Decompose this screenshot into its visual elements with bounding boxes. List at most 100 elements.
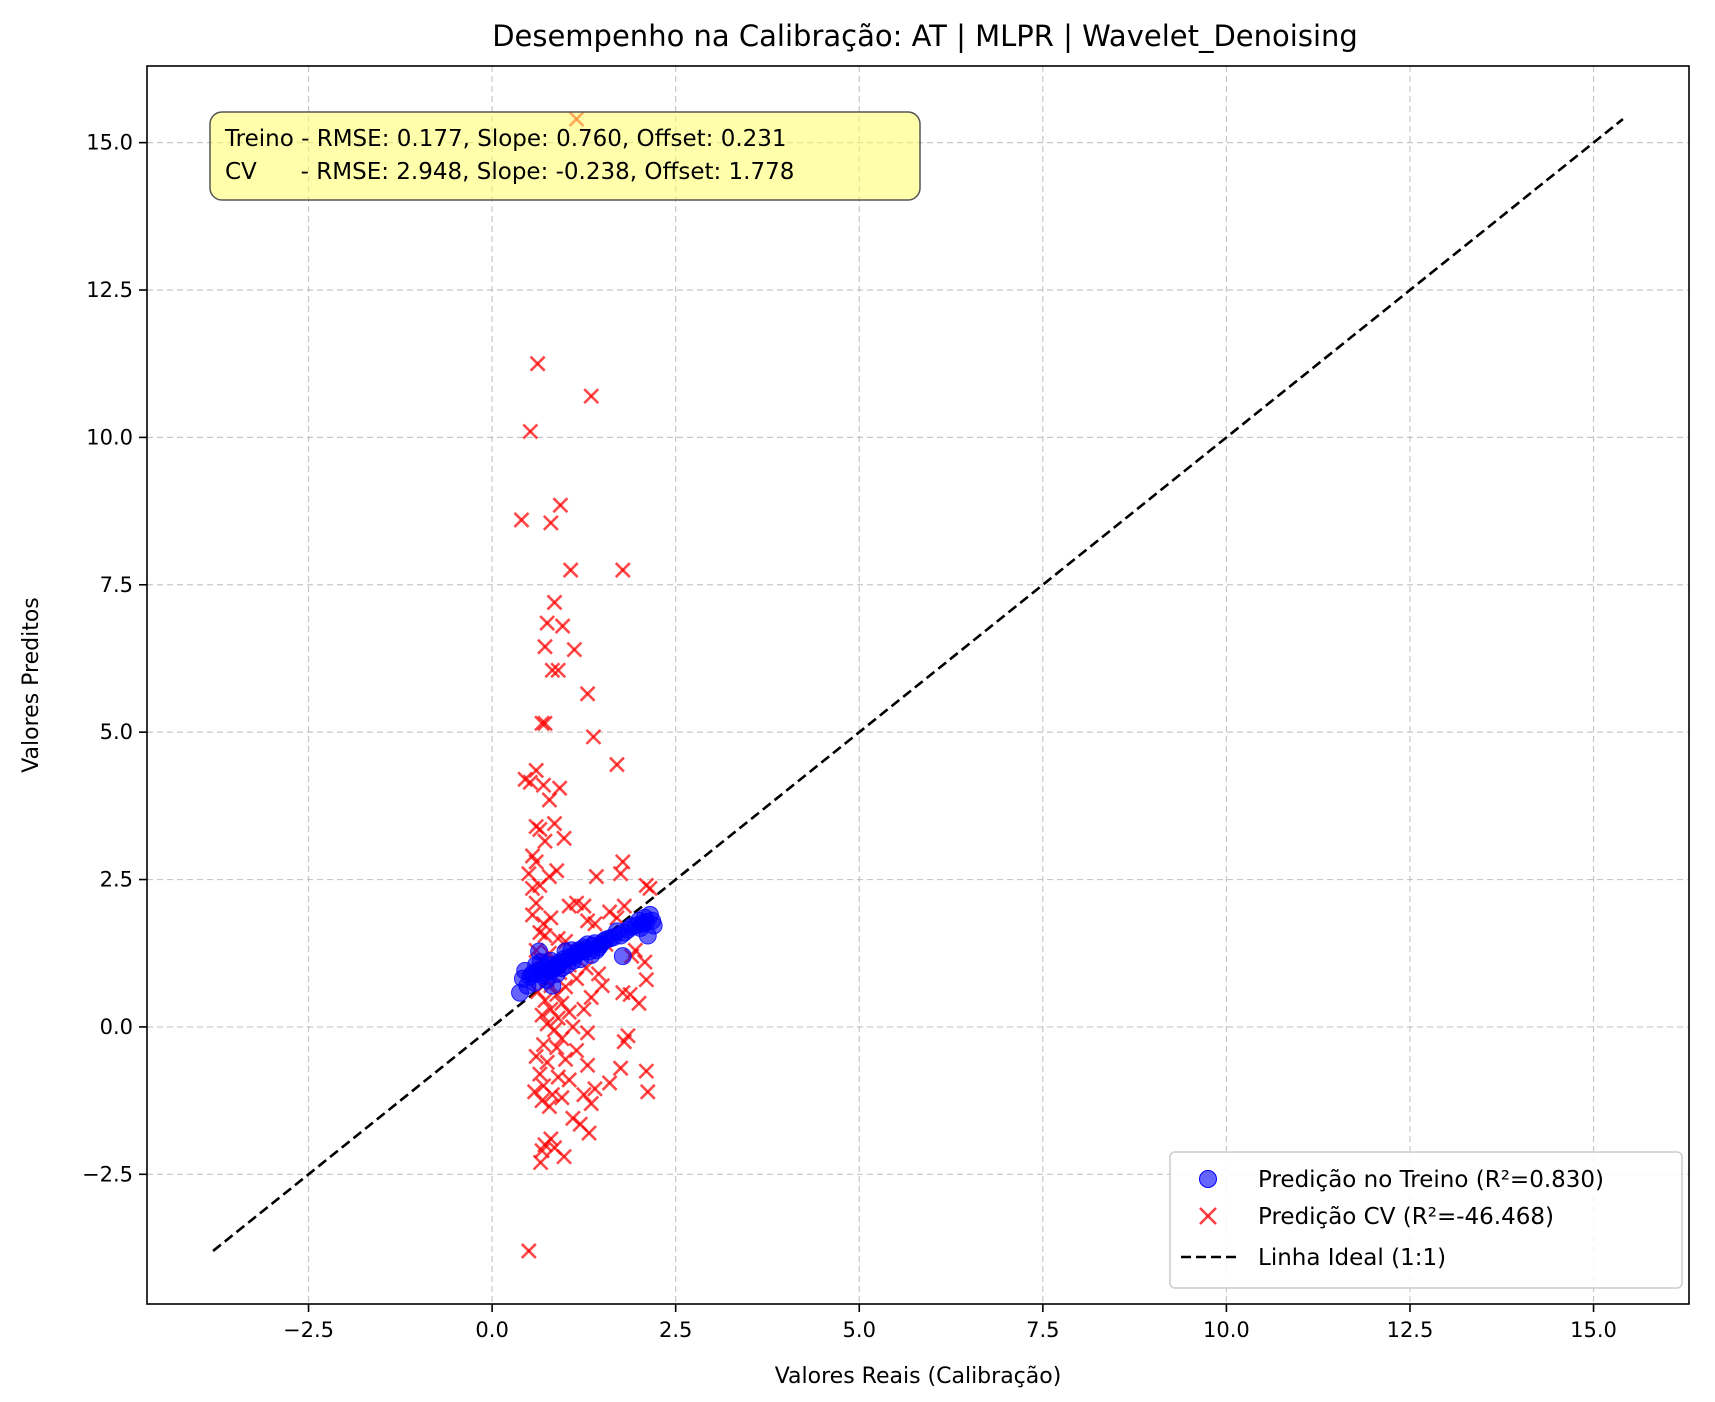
- cv-point: [583, 989, 600, 1006]
- cv-point: [588, 868, 605, 885]
- cv-point-stroke: [534, 1142, 550, 1159]
- cv-point-stroke: [546, 594, 563, 611]
- cv-point-stroke: [612, 1060, 629, 1077]
- cv-point: [513, 512, 530, 528]
- x-tick-label: 5.0: [843, 1318, 876, 1342]
- cv-point-stroke: [609, 756, 625, 773]
- x-tick-label: 10.0: [1203, 1318, 1250, 1342]
- stats-line-cv: CV - RMSE: 2.948, Slope: -0.238, Offset:…: [225, 159, 794, 185]
- cv-point-stroke: [583, 989, 600, 1006]
- cv-point-stroke: [561, 1004, 578, 1021]
- y-tick-label: 7.5: [100, 573, 133, 597]
- cv-point-stroke: [513, 512, 530, 528]
- cv-point: [553, 1089, 570, 1106]
- cv-point: [583, 388, 600, 405]
- cv-point-stroke: [553, 1089, 570, 1106]
- cv-point-stroke: [556, 830, 572, 847]
- cv-point-stroke: [583, 388, 600, 405]
- cv-point-stroke: [553, 1030, 570, 1047]
- cv-point-stroke: [579, 912, 596, 929]
- cv-point: [535, 777, 552, 794]
- cv-point-stroke: [581, 1125, 597, 1141]
- cv-point-stroke: [531, 924, 548, 941]
- cv-point-stroke: [554, 618, 571, 634]
- cv-point-stroke: [639, 1083, 656, 1100]
- cv-point: [522, 774, 539, 791]
- cv-point: [614, 562, 631, 578]
- cv-point: [522, 423, 539, 440]
- cv-point: [566, 641, 583, 658]
- cv-point-stroke: [586, 1080, 603, 1097]
- cv-point-stroke: [579, 1024, 596, 1041]
- x-tick-label: −2.5: [283, 1318, 334, 1342]
- cv-point: [638, 1063, 655, 1080]
- x-tick-label: 15.0: [1570, 1318, 1617, 1342]
- cv-point: [524, 880, 541, 897]
- legend-train-label: Predição no Treino (R²=0.830): [1258, 1167, 1604, 1193]
- cv-point-stroke: [568, 970, 585, 987]
- cv-point: [579, 685, 596, 702]
- cv-point: [528, 1048, 545, 1065]
- cv-point-stroke: [548, 986, 565, 1003]
- cv-point-stroke: [585, 728, 602, 745]
- cv-point: [616, 1033, 633, 1050]
- cv-point-stroke: [548, 1039, 565, 1056]
- cv-point: [537, 715, 553, 732]
- cv-point: [612, 1060, 629, 1077]
- y-tick-label: 12.5: [86, 278, 133, 302]
- cv-point-stroke: [522, 423, 539, 440]
- cv-point-stroke: [517, 771, 534, 788]
- cv-point: [639, 1083, 656, 1100]
- cv-point: [524, 906, 541, 923]
- cv-point-stroke: [550, 662, 567, 679]
- y-tick-label: 15.0: [86, 131, 133, 155]
- cv-point: [568, 1042, 585, 1059]
- cv-point-stroke: [579, 685, 596, 702]
- cv-point: [532, 1154, 549, 1171]
- cv-point-stroke: [590, 965, 607, 982]
- cv-point: [542, 909, 559, 926]
- cv-point-stroke: [541, 1098, 558, 1115]
- chart-title: Desempenho na Calibração: AT | MLPR | Wa…: [492, 19, 1358, 53]
- cv-point-stroke: [534, 1007, 550, 1024]
- cv-point: [556, 1148, 572, 1165]
- cv-point-stroke: [586, 915, 603, 932]
- cv-point-stroke: [562, 562, 579, 578]
- cv-point: [531, 1066, 548, 1083]
- cv-point: [544, 662, 561, 679]
- cv-point: [546, 594, 563, 611]
- y-tick-label: 10.0: [86, 425, 133, 449]
- cv-point-stroke: [568, 1042, 585, 1059]
- x-axis-label: Valores Reais (Calibração): [775, 1364, 1062, 1389]
- cv-point: [609, 756, 625, 773]
- legend-cv-label: Predição CV (R²=-46.468): [1258, 1204, 1554, 1230]
- cv-point-stroke: [539, 1054, 556, 1071]
- cv-point: [579, 1024, 596, 1041]
- x-tick-label: 7.5: [1026, 1318, 1059, 1342]
- cv-point-stroke: [542, 909, 559, 926]
- legend-ideal-label: Linha Ideal (1:1): [1258, 1245, 1446, 1271]
- cv-point: [534, 1007, 550, 1024]
- cv-point-stroke: [579, 1057, 596, 1074]
- x-tick-label: 2.5: [659, 1318, 692, 1342]
- cv-point: [575, 1001, 592, 1018]
- cv-point: [601, 1075, 618, 1091]
- cv-point: [548, 1039, 565, 1056]
- cv-point-stroke: [561, 1072, 578, 1088]
- cv-point: [541, 792, 558, 808]
- cv-point: [529, 355, 546, 372]
- cv-point-stroke: [537, 992, 553, 1009]
- cv-point-stroke: [542, 514, 559, 531]
- stats-line-train: Treino - RMSE: 0.177, Slope: 0.760, Offs…: [224, 126, 787, 152]
- cv-point-stroke: [528, 895, 545, 912]
- cv-point: [581, 1125, 597, 1141]
- cv-point: [539, 1054, 556, 1071]
- cv-point: [586, 1080, 603, 1097]
- cv-point-stroke: [535, 1077, 552, 1094]
- cv-point: [585, 728, 602, 745]
- ideal-line: [212, 118, 1624, 1252]
- y-tick-label: 0.0: [100, 1015, 133, 1039]
- legend-cv-marker: [1199, 1207, 1217, 1225]
- cv-point-stroke: [524, 906, 541, 923]
- cv-point: [546, 815, 563, 832]
